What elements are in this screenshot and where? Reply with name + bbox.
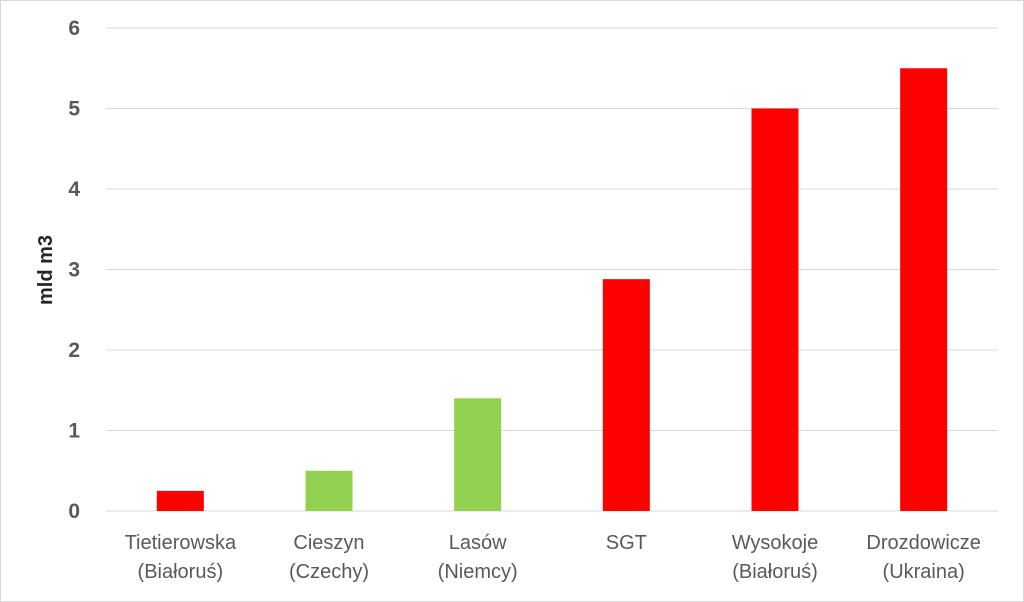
y-tick-label: 2 xyxy=(68,339,80,362)
y-tick-label: 1 xyxy=(68,420,80,443)
x-category-labels: Tietierowska (Białoruś) Cieszyn (Czechy) Las… xyxy=(125,532,981,583)
x-category-label: Lasów (Niemcy) xyxy=(438,532,518,583)
bar xyxy=(751,108,799,511)
y-tick-labels: 0 1 2 3 4 5 6 xyxy=(68,17,80,523)
x-category-label: Drozdowicze (Ukraina) xyxy=(866,532,980,583)
x-category-label: Tietierowska (Białoruś) xyxy=(125,532,237,583)
y-tick-label: 3 xyxy=(68,259,80,282)
bar xyxy=(156,490,204,511)
gridlines xyxy=(106,27,998,512)
y-tick-label: 0 xyxy=(68,500,80,523)
y-tick-label: 4 xyxy=(68,178,80,201)
bars xyxy=(156,68,948,511)
bar xyxy=(602,279,650,511)
bar xyxy=(900,68,948,511)
bar xyxy=(454,398,502,511)
y-tick-label: 6 xyxy=(68,17,80,40)
y-tick-label: 5 xyxy=(68,98,80,121)
y-axis-label: mld m3 xyxy=(35,235,57,305)
bar xyxy=(305,470,353,511)
x-category-label: SGT xyxy=(606,532,647,554)
x-category-label: Cieszyn (Czechy) xyxy=(289,532,369,583)
x-category-label: Wysokoje (Białoruś) xyxy=(732,532,819,583)
